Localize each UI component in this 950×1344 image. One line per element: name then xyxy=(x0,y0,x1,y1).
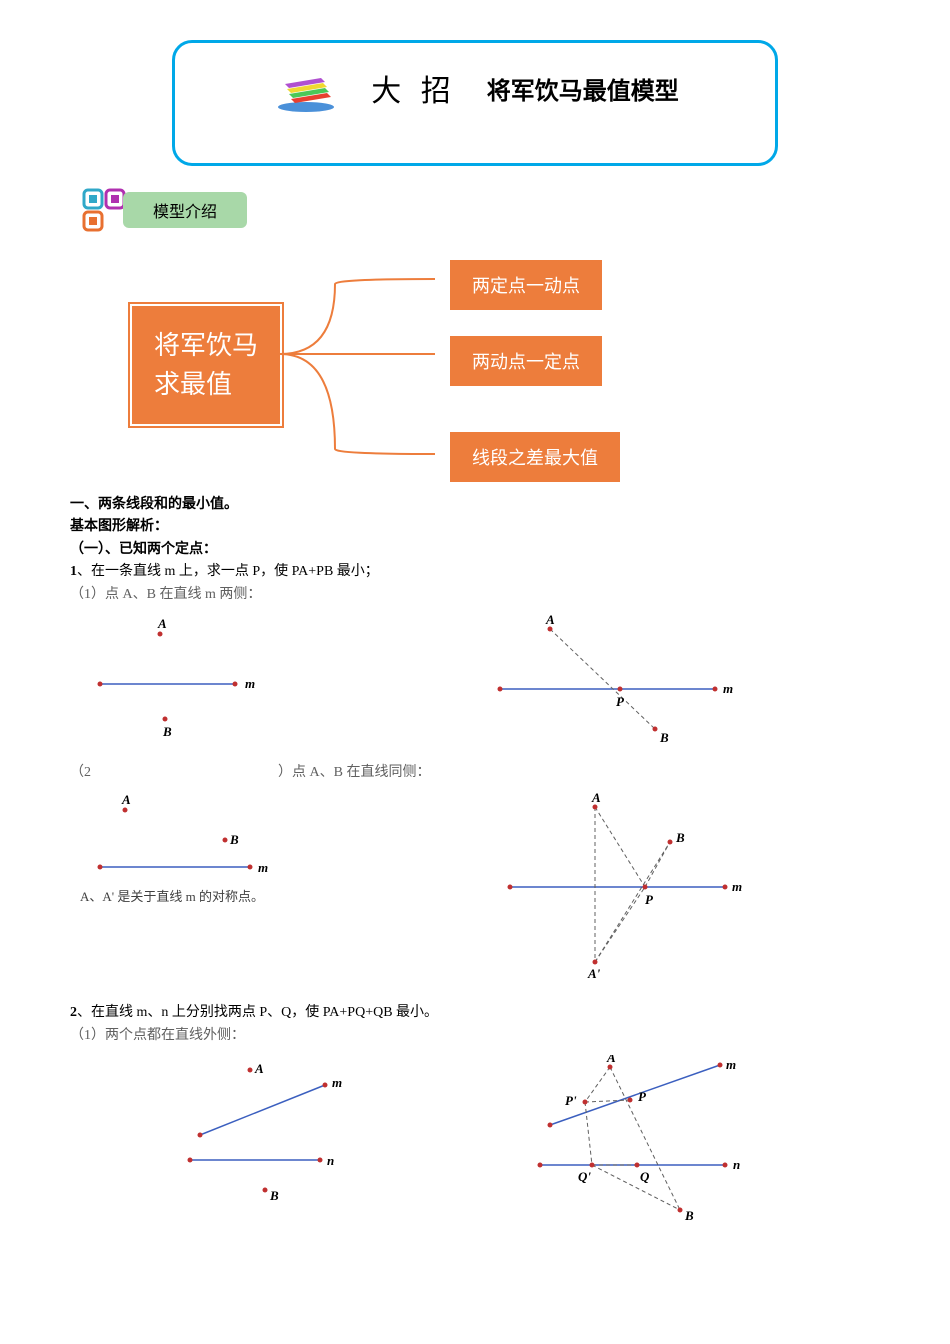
para-2-1: （1）两个点都在直线外侧： xyxy=(70,1025,880,1047)
svg-text:B: B xyxy=(229,832,239,847)
figure-row-3: A B m n A P P' Q Q' B xyxy=(70,1055,880,1225)
figure-3a: A B m n xyxy=(130,1055,370,1210)
svg-text:B: B xyxy=(659,730,669,745)
svg-text:P: P xyxy=(616,694,625,709)
para-1-2a: （2 xyxy=(70,765,91,780)
figure-1b: A P B m xyxy=(490,614,750,754)
title-content: 大 招 将军饮马最值模型 xyxy=(215,63,735,113)
symmetry-note: A、A' 是关于直线 m 的对称点。 xyxy=(80,887,290,908)
svg-text:B: B xyxy=(162,724,172,739)
svg-text:m: m xyxy=(732,879,742,894)
para-2-lead: 2 xyxy=(70,1005,77,1020)
para-1-1: （1）点 A、B 在直线 m 两侧： xyxy=(70,584,880,606)
concept-connectors xyxy=(275,254,475,494)
svg-text:P': P' xyxy=(565,1093,577,1108)
heading-1: 一、两条线段和的最小值。 xyxy=(70,494,880,516)
section-label-row: 模型介绍 xyxy=(80,186,920,234)
svg-text:B: B xyxy=(684,1208,694,1223)
svg-text:P: P xyxy=(638,1089,647,1104)
svg-text:A: A xyxy=(591,792,601,805)
title-main: 大 招 xyxy=(371,66,457,110)
para-2: 2、在直线 m、n 上分别找两点 P、Q，使 PA+PQ+QB 最小。 xyxy=(70,1002,880,1024)
svg-text:B: B xyxy=(675,830,685,845)
svg-text:n: n xyxy=(733,1157,740,1172)
svg-text:A: A xyxy=(545,614,555,627)
heading-2: 基本图形解析： xyxy=(70,516,880,538)
concept-child-1: 两定点一动点 xyxy=(450,260,602,310)
para-1-2: （2 ）点 A、B 在直线同侧： xyxy=(70,762,880,784)
svg-text:A': A' xyxy=(587,966,601,981)
figure-row-2: A B m A、A' 是关于直线 m 的对称点。 A B P A' m xyxy=(70,792,880,982)
svg-text:A: A xyxy=(606,1055,616,1065)
figure-2a-wrap: A B m A、A' 是关于直线 m 的对称点。 xyxy=(70,792,290,908)
books-icon xyxy=(271,63,341,113)
para-2-body: 、在直线 m、n 上分别找两点 P、Q，使 PA+PQ+QB 最小。 xyxy=(77,1005,438,1020)
title-banner: 大 招 将军饮马最值模型 xyxy=(172,40,778,166)
section-icon xyxy=(80,186,128,234)
svg-text:Q': Q' xyxy=(578,1169,591,1184)
figure-2a: A B m xyxy=(70,792,290,887)
concept-child-3: 线段之差最大值 xyxy=(450,432,620,482)
svg-text:m: m xyxy=(723,681,733,696)
para-1-2b: ）点 A、B 在直线同侧： xyxy=(278,765,430,780)
body: 一、两条线段和的最小值。 基本图形解析： （一）、已知两个定点： 1、在一条直线… xyxy=(70,494,880,1225)
figure-3b: A P P' Q Q' B m n xyxy=(510,1055,770,1225)
svg-text:A: A xyxy=(157,616,167,631)
section-label: 模型介绍 xyxy=(123,192,247,228)
svg-text:m: m xyxy=(726,1057,736,1072)
svg-text:B: B xyxy=(269,1188,279,1203)
svg-text:m: m xyxy=(332,1075,342,1090)
svg-text:m: m xyxy=(245,676,255,691)
title-sub: 将军饮马最值模型 xyxy=(487,71,679,106)
svg-text:A: A xyxy=(254,1061,264,1076)
concept-root: 将军饮马 求最值 xyxy=(130,304,282,426)
figure-row-1: A B m A P B m xyxy=(70,614,880,754)
svg-text:n: n xyxy=(327,1153,334,1168)
figure-2b: A B P A' m xyxy=(490,792,750,982)
svg-text:A: A xyxy=(121,792,131,807)
heading-3: （一）、已知两个定点： xyxy=(70,539,880,561)
concept-child-2: 两动点一定点 xyxy=(450,336,602,386)
para-1-body: 、在一条直线 m 上，求一点 P，使 PA+PB 最小； xyxy=(77,564,379,579)
concept-map: 将军饮马 求最值 两定点一动点 两动点一定点 线段之差最大值 xyxy=(130,254,920,494)
figure-1a: A B m xyxy=(70,614,290,744)
para-1-lead: 1 xyxy=(70,564,77,579)
svg-text:Q: Q xyxy=(640,1169,650,1184)
svg-text:P: P xyxy=(645,892,654,907)
svg-text:m: m xyxy=(258,860,268,875)
para-1: 1、在一条直线 m 上，求一点 P，使 PA+PB 最小； xyxy=(70,561,880,583)
